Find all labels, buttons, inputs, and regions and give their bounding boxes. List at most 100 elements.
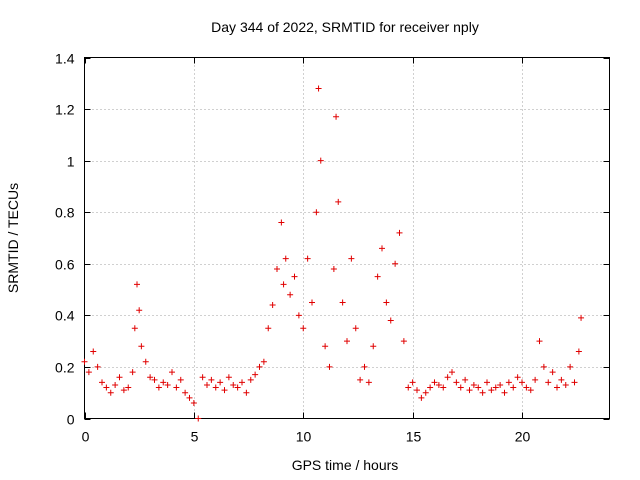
data-point bbox=[414, 387, 420, 394]
data-point bbox=[151, 376, 158, 383]
data-point bbox=[400, 338, 407, 345]
data-point bbox=[427, 384, 434, 391]
data-point bbox=[131, 325, 138, 332]
data-point bbox=[317, 157, 324, 164]
data-point bbox=[523, 384, 530, 391]
data-point bbox=[505, 379, 512, 386]
data-point bbox=[484, 379, 490, 386]
data-point bbox=[440, 384, 447, 391]
data-point bbox=[545, 379, 552, 386]
y-tick-label: 0.4 bbox=[55, 308, 75, 324]
data-point bbox=[396, 229, 403, 236]
data-point bbox=[199, 374, 206, 381]
data-point bbox=[304, 255, 311, 262]
data-point bbox=[269, 302, 276, 309]
data-point bbox=[514, 374, 521, 381]
data-point bbox=[116, 374, 123, 381]
data-point bbox=[488, 387, 495, 394]
data-point bbox=[295, 312, 302, 319]
data-point bbox=[282, 255, 289, 262]
data-point bbox=[252, 371, 259, 378]
data-point bbox=[81, 358, 88, 365]
data-point bbox=[462, 376, 469, 383]
data-point bbox=[510, 384, 517, 391]
data-point bbox=[190, 400, 197, 407]
data-point bbox=[315, 85, 322, 92]
data-point bbox=[501, 389, 508, 396]
data-point bbox=[339, 299, 346, 306]
y-tick-label: 0.8 bbox=[55, 205, 75, 221]
data-point bbox=[120, 387, 127, 394]
data-point bbox=[479, 389, 486, 396]
data-point bbox=[103, 384, 110, 391]
data-point bbox=[260, 358, 267, 365]
data-point bbox=[208, 376, 215, 383]
data-point bbox=[204, 381, 210, 388]
data-point bbox=[344, 338, 350, 345]
data-point bbox=[169, 369, 175, 376]
data-point bbox=[212, 384, 219, 391]
data-point bbox=[230, 381, 237, 388]
data-point bbox=[112, 381, 119, 388]
data-point bbox=[280, 281, 287, 288]
data-point bbox=[313, 209, 320, 216]
data-point bbox=[549, 369, 556, 376]
data-point bbox=[274, 265, 280, 272]
data-point bbox=[134, 281, 140, 288]
data-point bbox=[449, 369, 455, 376]
data-point bbox=[383, 299, 390, 306]
x-axis-label: GPS time / hours bbox=[292, 457, 399, 473]
data-point bbox=[164, 381, 171, 388]
data-point bbox=[578, 314, 585, 321]
data-point bbox=[405, 384, 412, 391]
data-point bbox=[387, 317, 394, 324]
data-point bbox=[418, 394, 425, 401]
data-point bbox=[392, 260, 399, 267]
data-point bbox=[379, 245, 385, 252]
data-point bbox=[177, 376, 184, 383]
data-point bbox=[278, 219, 285, 226]
x-tick-label: 5 bbox=[191, 429, 199, 445]
data-point bbox=[374, 273, 381, 280]
y-tick-label: 1 bbox=[67, 154, 75, 170]
y-tick-label: 1.2 bbox=[55, 102, 75, 118]
data-point bbox=[138, 343, 145, 350]
data-point bbox=[444, 374, 451, 381]
data-point bbox=[357, 376, 364, 383]
y-tick-label: 0.2 bbox=[55, 360, 75, 376]
data-point bbox=[475, 384, 482, 391]
chart-title: Day 344 of 2022, SRMTID for receiver npl… bbox=[211, 19, 479, 35]
data-point bbox=[562, 381, 569, 388]
data-point bbox=[287, 291, 294, 298]
data-point bbox=[90, 348, 97, 355]
data-point bbox=[361, 363, 368, 370]
data-point bbox=[431, 379, 438, 386]
data-point bbox=[173, 384, 180, 391]
data-point bbox=[330, 265, 337, 272]
data-point bbox=[125, 384, 132, 391]
data-point bbox=[217, 379, 224, 386]
data-point bbox=[309, 299, 315, 306]
data-point bbox=[492, 384, 499, 391]
plot-frame bbox=[84, 57, 610, 419]
data-point bbox=[243, 389, 250, 396]
data-point bbox=[457, 384, 464, 391]
data-point bbox=[136, 307, 143, 314]
data-point bbox=[422, 389, 429, 396]
tick-layer: 0 0.2 0.4 0.6 0.8 1 1.2 1.4 0 5 10 15 20 bbox=[55, 51, 610, 445]
data-point bbox=[335, 198, 342, 205]
data-point bbox=[129, 369, 136, 376]
data-point bbox=[225, 374, 232, 381]
data-point bbox=[532, 376, 539, 383]
data-point bbox=[256, 363, 263, 370]
data-point bbox=[575, 348, 582, 355]
x-tick-label: 10 bbox=[296, 429, 312, 445]
data-point bbox=[540, 363, 547, 370]
data-point bbox=[435, 381, 442, 388]
x-tick-label: 0 bbox=[82, 429, 90, 445]
data-point bbox=[519, 379, 525, 386]
data-point bbox=[291, 273, 298, 280]
data-point bbox=[182, 389, 189, 396]
data-point bbox=[300, 325, 307, 332]
data-points bbox=[81, 85, 585, 422]
